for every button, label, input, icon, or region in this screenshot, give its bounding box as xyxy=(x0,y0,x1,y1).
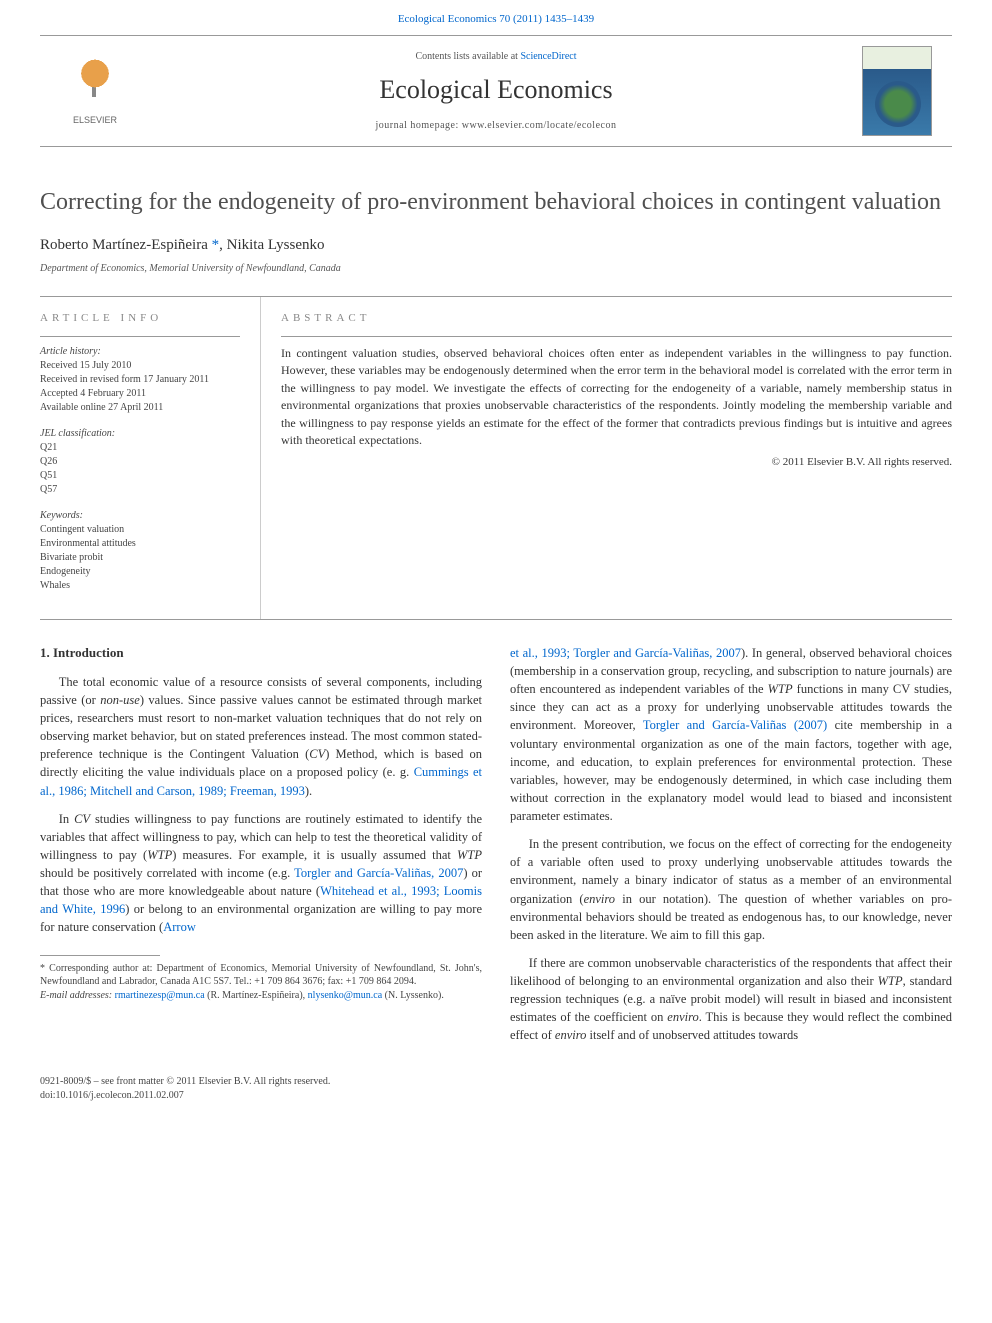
elsevier-tree-icon xyxy=(70,57,120,112)
keyword: Contingent valuation xyxy=(40,523,240,537)
citation-link[interactable]: et al., 1993; Torgler and García-Valiñas… xyxy=(510,646,741,660)
text-italic: WTP xyxy=(878,974,903,988)
info-abstract-row: ARTICLE INFO Article history: Received 1… xyxy=(40,297,952,619)
affiliation: Department of Economics, Memorial Univer… xyxy=(40,262,952,276)
journal-homepage: journal homepage: www.elsevier.com/locat… xyxy=(130,119,862,133)
email-label: E-mail addresses: xyxy=(40,990,115,1001)
footnote-rule xyxy=(40,955,160,956)
author-sep: , xyxy=(219,237,227,253)
jel-code: Q26 xyxy=(40,455,240,469)
email-link-1[interactable]: rmartinezesp@mun.ca xyxy=(115,990,205,1001)
journal-masthead: ELSEVIER Contents lists available at Sci… xyxy=(40,35,952,147)
jel-code: Q57 xyxy=(40,483,240,497)
citation-link[interactable]: Torgler and García-Valiñas, 2007 xyxy=(294,866,463,880)
history-revised: Received in revised form 17 January 2011 xyxy=(40,373,240,387)
history-received: Received 15 July 2010 xyxy=(40,359,240,373)
citation-link[interactable]: Arrow xyxy=(163,920,196,934)
contents-available-line: Contents lists available at ScienceDirec… xyxy=(130,50,862,64)
text-italic: CV xyxy=(74,812,90,826)
paragraph: If there are common unobservable charact… xyxy=(510,954,952,1045)
abstract-heading: ABSTRACT xyxy=(281,311,952,326)
author-list: Roberto Martínez-Espiñeira *, Nikita Lys… xyxy=(40,235,952,256)
text: ) measures. For example, it is usually a… xyxy=(172,848,457,862)
column-left: 1. Introduction The total economic value… xyxy=(40,644,482,1055)
paragraph: The total economic value of a resource c… xyxy=(40,673,482,800)
history-accepted: Accepted 4 February 2011 xyxy=(40,387,240,401)
article-history: Article history: Received 15 July 2010 R… xyxy=(40,345,240,415)
paragraph: In the present contribution, we focus on… xyxy=(510,835,952,944)
info-divider xyxy=(40,336,240,337)
contents-prefix: Contents lists available at xyxy=(415,51,520,62)
citation-link[interactable]: Torgler and García-Valiñas (2007) xyxy=(643,718,827,732)
text-italic: WTP xyxy=(457,848,482,862)
section-1-heading: 1. Introduction xyxy=(40,644,482,663)
jel-label: JEL classification: xyxy=(40,427,240,441)
history-online: Available online 27 April 2011 xyxy=(40,401,240,415)
text-italic: enviro xyxy=(667,1010,698,1024)
journal-cover-thumbnail xyxy=(862,46,932,136)
abstract-panel: ABSTRACT In contingent valuation studies… xyxy=(260,297,952,619)
journal-citation-link[interactable]: Ecological Economics 70 (2011) 1435–1439 xyxy=(0,0,992,35)
abstract-divider xyxy=(281,336,952,337)
history-label: Article history: xyxy=(40,345,240,359)
text-italic: non-use xyxy=(100,693,140,707)
keyword: Endogeneity xyxy=(40,565,240,579)
abstract-copyright: © 2011 Elsevier B.V. All rights reserved… xyxy=(281,455,952,470)
author-2: Nikita Lyssenko xyxy=(227,237,325,253)
keyword: Bivariate probit xyxy=(40,551,240,565)
elsevier-label: ELSEVIER xyxy=(73,114,117,127)
text: (R. Martínez-Espiñeira), xyxy=(205,990,308,1001)
keywords-label: Keywords: xyxy=(40,509,240,523)
jel-code: Q21 xyxy=(40,441,240,455)
jel-block: JEL classification: Q21 Q26 Q51 Q57 xyxy=(40,427,240,497)
keyword: Environmental attitudes xyxy=(40,537,240,551)
article-info-heading: ARTICLE INFO xyxy=(40,311,240,326)
masthead-center: Contents lists available at ScienceDirec… xyxy=(130,50,862,132)
keywords-block: Keywords: Contingent valuation Environme… xyxy=(40,509,240,593)
text-italic: CV xyxy=(309,747,325,761)
paragraph: In CV studies willingness to pay functio… xyxy=(40,810,482,937)
article-title: Correcting for the endogeneity of pro-en… xyxy=(40,187,952,218)
column-right: et al., 1993; Torgler and García-Valiñas… xyxy=(510,644,952,1055)
divider-bottom xyxy=(40,619,952,620)
text-italic: enviro xyxy=(584,892,615,906)
text-italic: enviro xyxy=(555,1028,586,1042)
email-line: E-mail addresses: rmartinezesp@mun.ca (R… xyxy=(40,989,482,1003)
abstract-text: In contingent valuation studies, observe… xyxy=(281,345,952,449)
text: (N. Lyssenko). xyxy=(382,990,444,1001)
elsevier-logo: ELSEVIER xyxy=(60,51,130,131)
corresponding-author-note: * Corresponding author at: Department of… xyxy=(40,962,482,989)
paragraph: et al., 1993; Torgler and García-Valiñas… xyxy=(510,644,952,825)
journal-name: Ecological Economics xyxy=(130,72,862,108)
text: ). xyxy=(305,784,312,798)
doi-line: doi:10.1016/j.ecolecon.2011.02.007 xyxy=(40,1089,330,1103)
front-matter-line: 0921-8009/$ – see front matter © 2011 El… xyxy=(40,1075,330,1089)
article-info-panel: ARTICLE INFO Article history: Received 1… xyxy=(40,297,260,619)
email-link-2[interactable]: nlysenko@mun.ca xyxy=(308,990,382,1001)
body-columns: 1. Introduction The total economic value… xyxy=(40,644,952,1055)
page-footer: 0921-8009/$ – see front matter © 2011 El… xyxy=(40,1075,952,1103)
text: In xyxy=(59,812,74,826)
text-italic: WTP xyxy=(147,848,172,862)
text-italic: WTP xyxy=(768,682,793,696)
footer-left: 0921-8009/$ – see front matter © 2011 El… xyxy=(40,1075,330,1103)
keyword: Whales xyxy=(40,579,240,593)
footnotes: * Corresponding author at: Department of… xyxy=(40,962,482,1003)
text: itself and of unobserved attitudes towar… xyxy=(586,1028,798,1042)
jel-code: Q51 xyxy=(40,469,240,483)
corresponding-marker-link[interactable]: * xyxy=(212,237,220,253)
text: cite membership in a voluntary environme… xyxy=(510,718,952,823)
author-1: Roberto Martínez-Espiñeira xyxy=(40,237,212,253)
sciencedirect-link[interactable]: ScienceDirect xyxy=(520,51,576,62)
text: should be positively correlated with inc… xyxy=(40,866,294,880)
